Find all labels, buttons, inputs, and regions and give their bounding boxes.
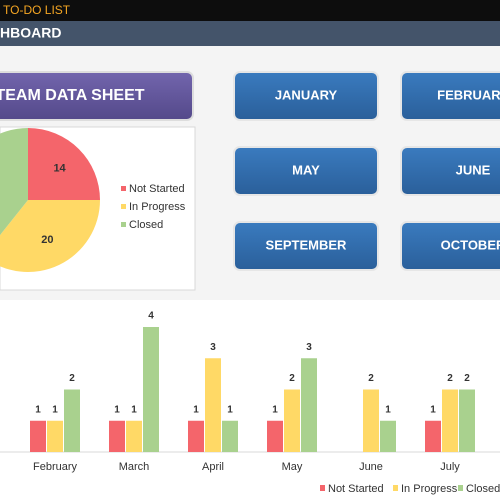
- bar: [222, 420, 238, 452]
- bar-label: 4: [148, 311, 154, 322]
- legend-swatch: [393, 485, 398, 491]
- pie-slice: [28, 128, 100, 200]
- month-button[interactable]: [233, 146, 379, 196]
- bar: [284, 389, 300, 452]
- bar: [425, 420, 441, 452]
- legend-swatch: [121, 186, 126, 191]
- month-button-label[interactable]: OCTOBER: [441, 237, 500, 252]
- bar-label: 1: [193, 404, 199, 415]
- bar: [30, 420, 46, 452]
- bar: [442, 389, 458, 452]
- title-bar: [0, 0, 500, 21]
- legend-label: Not Started: [129, 183, 185, 195]
- pie-slice: [0, 200, 100, 272]
- legend-label: Closed: [129, 219, 163, 231]
- bar-label: 1: [385, 404, 391, 415]
- month-button-label[interactable]: MAY: [292, 162, 320, 177]
- bar: [363, 389, 379, 452]
- bar-label: 2: [289, 373, 295, 384]
- month-button-label[interactable]: JANUARY: [275, 87, 338, 102]
- bar: [380, 420, 396, 452]
- bar-label: 1: [131, 404, 137, 415]
- bar: [109, 420, 125, 452]
- legend-swatch: [320, 485, 325, 491]
- team-button-label[interactable]: TEAM DATA SHEET: [0, 87, 145, 104]
- bar: [459, 389, 475, 452]
- bar-label: 2: [464, 373, 470, 384]
- bar: [64, 389, 80, 452]
- bar-label: 2: [368, 373, 374, 384]
- bar: [267, 420, 283, 452]
- bar-label: 1: [227, 404, 233, 415]
- bar: [126, 420, 142, 452]
- x-tick-label: June: [359, 461, 383, 473]
- x-tick-label: March: [119, 461, 150, 473]
- x-tick-label: April: [202, 461, 224, 473]
- x-tick-label: July: [440, 461, 460, 473]
- month-button-label[interactable]: SEPTEMBER: [266, 237, 348, 252]
- bar-label: 1: [52, 404, 58, 415]
- bar-label: 1: [35, 404, 41, 415]
- legend-label: In Progress: [401, 483, 458, 495]
- bar-label: 1: [430, 404, 436, 415]
- month-button[interactable]: [400, 221, 500, 271]
- legend-label: Closed: [466, 483, 500, 495]
- legend-swatch: [121, 222, 126, 227]
- bar-panel: [0, 300, 500, 500]
- bar: [188, 420, 204, 452]
- team-button[interactable]: [0, 71, 194, 121]
- x-tick-label: February: [33, 461, 78, 473]
- month-button[interactable]: [400, 71, 500, 121]
- pie-slice: [0, 128, 28, 236]
- bar-label: 2: [69, 373, 75, 384]
- legend-swatch: [458, 485, 463, 491]
- legend-label: In Progress: [129, 201, 186, 213]
- month-button-label[interactable]: FEBRUARY: [437, 87, 500, 102]
- month-button[interactable]: [233, 71, 379, 121]
- section-bar: [0, 21, 500, 46]
- bar-label: 1: [114, 404, 120, 415]
- month-button[interactable]: [400, 146, 500, 196]
- legend-swatch: [121, 204, 126, 209]
- bar-label: 2: [447, 373, 453, 384]
- bar: [205, 358, 221, 452]
- app-title: TO-DO LIST: [3, 3, 71, 17]
- legend-label: Not Started: [328, 483, 384, 495]
- pie-label: 14: [53, 162, 66, 174]
- bar-label: 3: [306, 342, 312, 353]
- bar: [47, 420, 63, 452]
- pie-label: 20: [41, 234, 53, 246]
- bar: [301, 358, 317, 452]
- bar: [143, 327, 159, 452]
- x-tick-label: May: [282, 461, 303, 473]
- bar-label: 3: [210, 342, 216, 353]
- section-title: HBOARD: [0, 25, 61, 41]
- month-button-label[interactable]: JUNE: [456, 162, 491, 177]
- bar-label: 1: [272, 404, 278, 415]
- month-button[interactable]: [233, 221, 379, 271]
